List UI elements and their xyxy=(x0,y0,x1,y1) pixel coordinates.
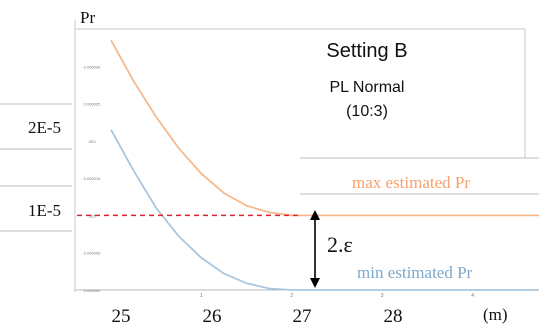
x-tick-label-25: 25 xyxy=(112,306,131,327)
chart-subtitle-line1: PL Normal xyxy=(330,79,405,96)
chart-title: Setting B xyxy=(326,40,407,62)
epsilon-label: 2.ε xyxy=(327,232,353,257)
y-axis-label: Pr xyxy=(80,8,95,27)
small-x-tick-labels: 12345 xyxy=(200,293,474,299)
small-y-tick-labels: 0.000030 0.000025 2E5 0.000015 1E5 0.000005 0.… xyxy=(84,64,101,293)
y-tick-label-2e-5: 2E-5 xyxy=(28,118,61,137)
small-y-tick-label: 1E5 xyxy=(88,213,96,218)
small-y-tick-label: 0.000030 xyxy=(84,64,101,69)
small-y-tick-label: 0.000000 xyxy=(84,288,101,293)
small-x-tick-label: 2 xyxy=(290,293,293,299)
x-tick-label-27: 27 xyxy=(293,306,312,327)
small-y-tick-label: 2E5 xyxy=(88,139,96,144)
small-x-tick-label: 3 xyxy=(381,293,384,299)
series-line-min-estimated xyxy=(110,129,539,291)
y-tick-label-1e-5: 1E-5 xyxy=(28,201,61,220)
x-axis-label: (m) xyxy=(483,305,508,324)
right-overlay-box xyxy=(300,158,539,194)
small-y-tick-label: 0.000025 xyxy=(84,102,101,107)
epsilon-arrow-head-down xyxy=(310,278,320,288)
overlay-box-bottom xyxy=(0,186,72,231)
epsilon-arrow-head-up xyxy=(310,210,320,220)
small-y-tick-label: 0.000015 xyxy=(84,176,101,181)
legend-max-estimated: max estimated Pr xyxy=(352,173,470,192)
overlay-box-top xyxy=(0,104,72,149)
small-y-tick-label: 0.000005 xyxy=(84,251,101,256)
small-x-tick-label: 4 xyxy=(471,293,474,299)
epsilon-arrow xyxy=(310,210,320,288)
legend-min-estimated: min estimated Pr xyxy=(357,263,473,282)
y-label-overlay xyxy=(0,103,72,232)
small-x-tick-label: 1 xyxy=(200,293,203,299)
series-line-max-estimated xyxy=(110,39,539,217)
x-tick-label-28: 28 xyxy=(384,306,403,327)
chart-subtitle-line2: (10:3) xyxy=(346,103,388,120)
x-tick-label-26: 26 xyxy=(203,306,222,327)
